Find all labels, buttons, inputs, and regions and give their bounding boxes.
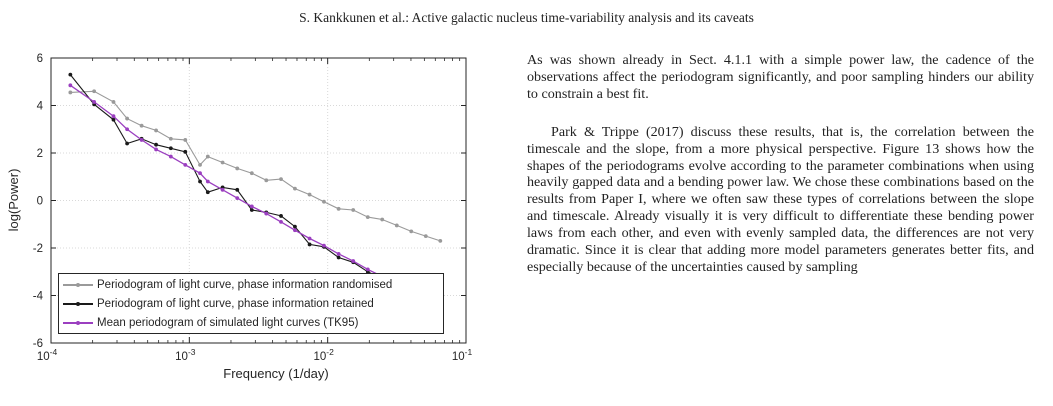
data-point-simulated xyxy=(235,196,240,201)
data-point-simulated xyxy=(183,162,188,167)
data-point-retained xyxy=(168,146,173,151)
series-line-randomised xyxy=(70,90,441,242)
x-tick-label: 10-1 xyxy=(452,347,473,363)
data-point-randomised xyxy=(198,162,202,167)
data-point-randomised xyxy=(68,90,73,95)
data-point-retained xyxy=(154,142,158,147)
series-line-retained xyxy=(69,74,441,301)
data-point-simulated xyxy=(322,243,326,248)
data-point-simulated xyxy=(198,171,202,176)
data-point-simulated xyxy=(264,211,269,216)
data-point-retained xyxy=(183,149,188,154)
data-point-retained xyxy=(293,224,297,229)
data-point-randomised xyxy=(380,217,385,222)
y-tick-label: 0 xyxy=(37,196,43,208)
data-point-randomised xyxy=(205,154,210,159)
legend-label-simulated: Mean periodogram of simulated light curv… xyxy=(97,317,359,329)
legend-entry-retained: Periodogram of light curve, phase inform… xyxy=(59,295,374,313)
periodogram-figure: 10-4 10-3 10-2 10-1 -6 -4 -2 0 2 4 6 Frequency (1/… xyxy=(0,40,500,406)
data-point-retained xyxy=(111,117,116,122)
x-axis-label: Frequency (1/day) xyxy=(223,366,329,381)
data-point-retained xyxy=(336,255,341,260)
y-tick-label: 2 xyxy=(37,148,43,160)
data-point-randomised xyxy=(365,215,370,220)
data-point-randomised xyxy=(264,178,269,183)
x-tick-label: 10-2 xyxy=(313,347,334,363)
data-point-randomised xyxy=(351,208,356,212)
data-point-retained xyxy=(279,214,283,218)
y-tick-label: -4 xyxy=(33,291,44,303)
data-point-randomised xyxy=(249,171,254,176)
paragraph-2: Park & Trippe (2017) discuss these resul… xyxy=(527,123,1034,275)
data-point-retained xyxy=(307,242,312,247)
data-point-randomised xyxy=(168,136,173,141)
data-point-randomised xyxy=(220,160,225,165)
legend-swatch-retained xyxy=(63,295,93,313)
data-point-simulated xyxy=(205,179,210,184)
y-tick-label: -2 xyxy=(33,243,43,255)
data-point-randomised xyxy=(111,100,116,104)
data-point-randomised xyxy=(423,234,428,239)
y-axis-label: log(Power) xyxy=(6,169,21,232)
data-point-randomised xyxy=(279,177,283,182)
data-point-simulated xyxy=(220,187,225,192)
data-point-randomised xyxy=(154,128,158,133)
y-tick-label: -6 xyxy=(33,338,43,350)
data-point-simulated xyxy=(111,114,116,119)
data-point-retained xyxy=(205,190,210,195)
data-point-simulated xyxy=(365,267,370,272)
data-point-randomised xyxy=(235,166,240,171)
data-point-simulated xyxy=(68,83,73,88)
data-point-simulated xyxy=(351,259,356,263)
data-point-randomised xyxy=(336,206,341,211)
data-point-simulated xyxy=(307,236,312,241)
data-point-randomised xyxy=(394,223,399,228)
data-point-randomised xyxy=(125,116,130,121)
legend-label-randomised: Periodogram of light curve, phase inform… xyxy=(97,279,393,291)
data-point-simulated xyxy=(139,138,144,142)
x-tick-label: 10-4 xyxy=(37,347,58,363)
data-point-simulated xyxy=(336,252,341,256)
data-point-simulated xyxy=(92,100,97,104)
data-point-simulated xyxy=(125,127,130,132)
data-point-retained xyxy=(198,179,202,184)
data-point-simulated xyxy=(279,219,283,224)
data-point-simulated xyxy=(249,204,254,209)
legend-label-retained: Periodogram of light curve, phase inform… xyxy=(97,298,374,310)
data-point-retained xyxy=(235,187,240,192)
data-point-simulated xyxy=(293,228,297,233)
periodogram-chart: 10-4 10-3 10-2 10-1 -6 -4 -2 0 2 4 6 Frequency (1/… xyxy=(6,53,473,381)
data-point-randomised xyxy=(322,199,326,204)
data-point-retained xyxy=(125,141,130,146)
data-point-simulated xyxy=(168,154,173,159)
legend-entry-randomised: Periodogram of light curve, phase inform… xyxy=(59,276,392,294)
legend-swatch-randomised xyxy=(63,276,93,294)
data-point-randomised xyxy=(139,123,144,128)
paragraph-1: As was shown already in Sect. 4.1.1 with… xyxy=(527,52,1034,102)
x-tick-label: 10-3 xyxy=(175,347,196,363)
data-point-simulated xyxy=(154,147,158,152)
data-point-retained xyxy=(249,208,254,212)
body-text: As was shown already in Sect. 4.1.1 with… xyxy=(527,52,1034,276)
y-tick-label: 4 xyxy=(37,101,44,113)
data-point-randomised xyxy=(409,229,414,234)
data-point-randomised xyxy=(183,138,188,142)
data-point-randomised xyxy=(438,238,443,243)
running-head: S. Kankkunen et al.: Active galactic nuc… xyxy=(299,10,754,25)
data-point-randomised xyxy=(293,186,297,191)
data-point-randomised xyxy=(92,89,97,94)
y-tick-label: 6 xyxy=(37,53,43,65)
chart-legend: Periodogram of light curve, phase inform… xyxy=(58,273,444,334)
data-point-retained xyxy=(68,72,73,77)
legend-swatch-simulated xyxy=(63,314,93,332)
legend-entry-simulated: Mean periodogram of simulated light curv… xyxy=(59,314,358,332)
data-point-randomised xyxy=(307,192,312,197)
